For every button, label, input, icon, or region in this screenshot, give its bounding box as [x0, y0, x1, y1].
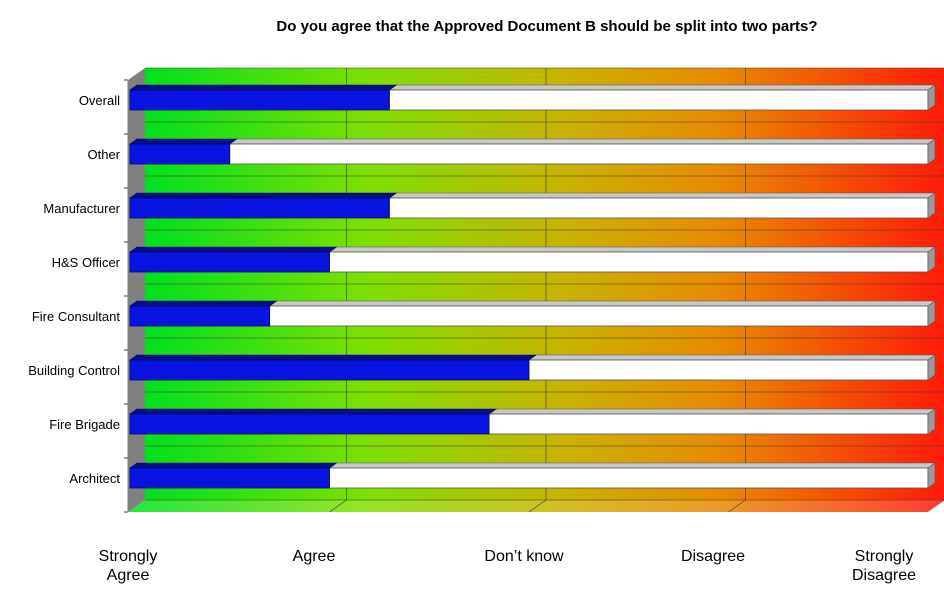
remainder-bar	[388, 89, 929, 111]
x-tick-label: Don’t know	[484, 548, 564, 565]
x-tick-label: Disagree	[680, 548, 746, 565]
remainder-bar-top	[268, 300, 936, 307]
grid-lines	[124, 67, 944, 513]
x-tick-label: Strongly Agree	[98, 548, 158, 584]
remainder-bar	[528, 359, 929, 381]
bars	[129, 84, 936, 489]
remainder-bar-side	[927, 300, 936, 327]
remainder-bar	[488, 413, 929, 435]
grid-line-floor	[728, 499, 746, 513]
remainder-bar-side	[927, 462, 936, 489]
remainder-bar-side	[927, 354, 936, 381]
remainder-bar	[388, 197, 929, 219]
bar-group	[129, 138, 936, 165]
value-bar-top	[129, 408, 498, 415]
grid-line-floor	[528, 499, 547, 513]
category-label: Other	[87, 147, 120, 162]
bar-group	[129, 300, 936, 327]
plot-side-wall	[128, 68, 145, 512]
x-tick-label: Agree	[292, 548, 336, 565]
remainder-bar-side	[927, 84, 936, 111]
category-labels: Overall Other Manufacturer H&S Officer Fire …	[28, 93, 120, 486]
remainder-bar	[229, 143, 929, 165]
remainder-bar-top	[488, 408, 936, 415]
remainder-bar-top	[328, 246, 936, 253]
value-bar	[129, 413, 490, 435]
bar-group	[129, 354, 936, 381]
category-label: Manufacturer	[43, 201, 120, 216]
remainder-bar-top	[388, 192, 936, 199]
bar-group	[129, 462, 936, 489]
value-bar	[129, 467, 330, 489]
bar-group	[129, 84, 936, 111]
remainder-bar	[329, 251, 929, 273]
value-bar	[129, 359, 530, 381]
value-bar	[129, 305, 271, 327]
category-label: Building Control	[28, 363, 120, 378]
remainder-bar-top	[328, 462, 936, 469]
category-label: H&S Officer	[52, 255, 121, 270]
remainder-bar-top	[228, 138, 936, 145]
value-bar-top	[129, 192, 398, 199]
value-bar-top	[129, 84, 398, 91]
value-bar-top	[129, 246, 338, 253]
value-bar	[129, 143, 231, 165]
remainder-bar-side	[927, 138, 936, 165]
category-label: Overall	[79, 93, 120, 108]
value-bar-top	[129, 462, 338, 469]
category-label: Fire Brigade	[49, 417, 120, 432]
value-bar	[129, 251, 330, 273]
remainder-bar-side	[927, 192, 936, 219]
remainder-bar	[329, 467, 929, 489]
bar-group	[129, 246, 936, 273]
value-bar-top	[129, 138, 238, 145]
chart-title: Do you agree that the Approved Document …	[276, 18, 818, 35]
category-label: Architect	[69, 471, 120, 486]
value-bar	[129, 197, 390, 219]
remainder-bar-side	[927, 246, 936, 273]
value-bar-top	[129, 354, 537, 361]
remainder-bar-top	[388, 84, 936, 91]
remainder-bar-side	[927, 408, 936, 435]
value-bar-top	[129, 300, 278, 307]
x-tick-label: Strongly Disagree	[851, 548, 917, 584]
value-bar	[129, 89, 390, 111]
remainder-bar-top	[528, 354, 936, 361]
category-label: Fire Consultant	[32, 309, 121, 324]
grid-line-floor	[329, 499, 347, 513]
plot-floor	[128, 500, 944, 512]
remainder-bar	[269, 305, 929, 327]
bar-group	[129, 408, 936, 435]
bar-group	[129, 192, 936, 219]
